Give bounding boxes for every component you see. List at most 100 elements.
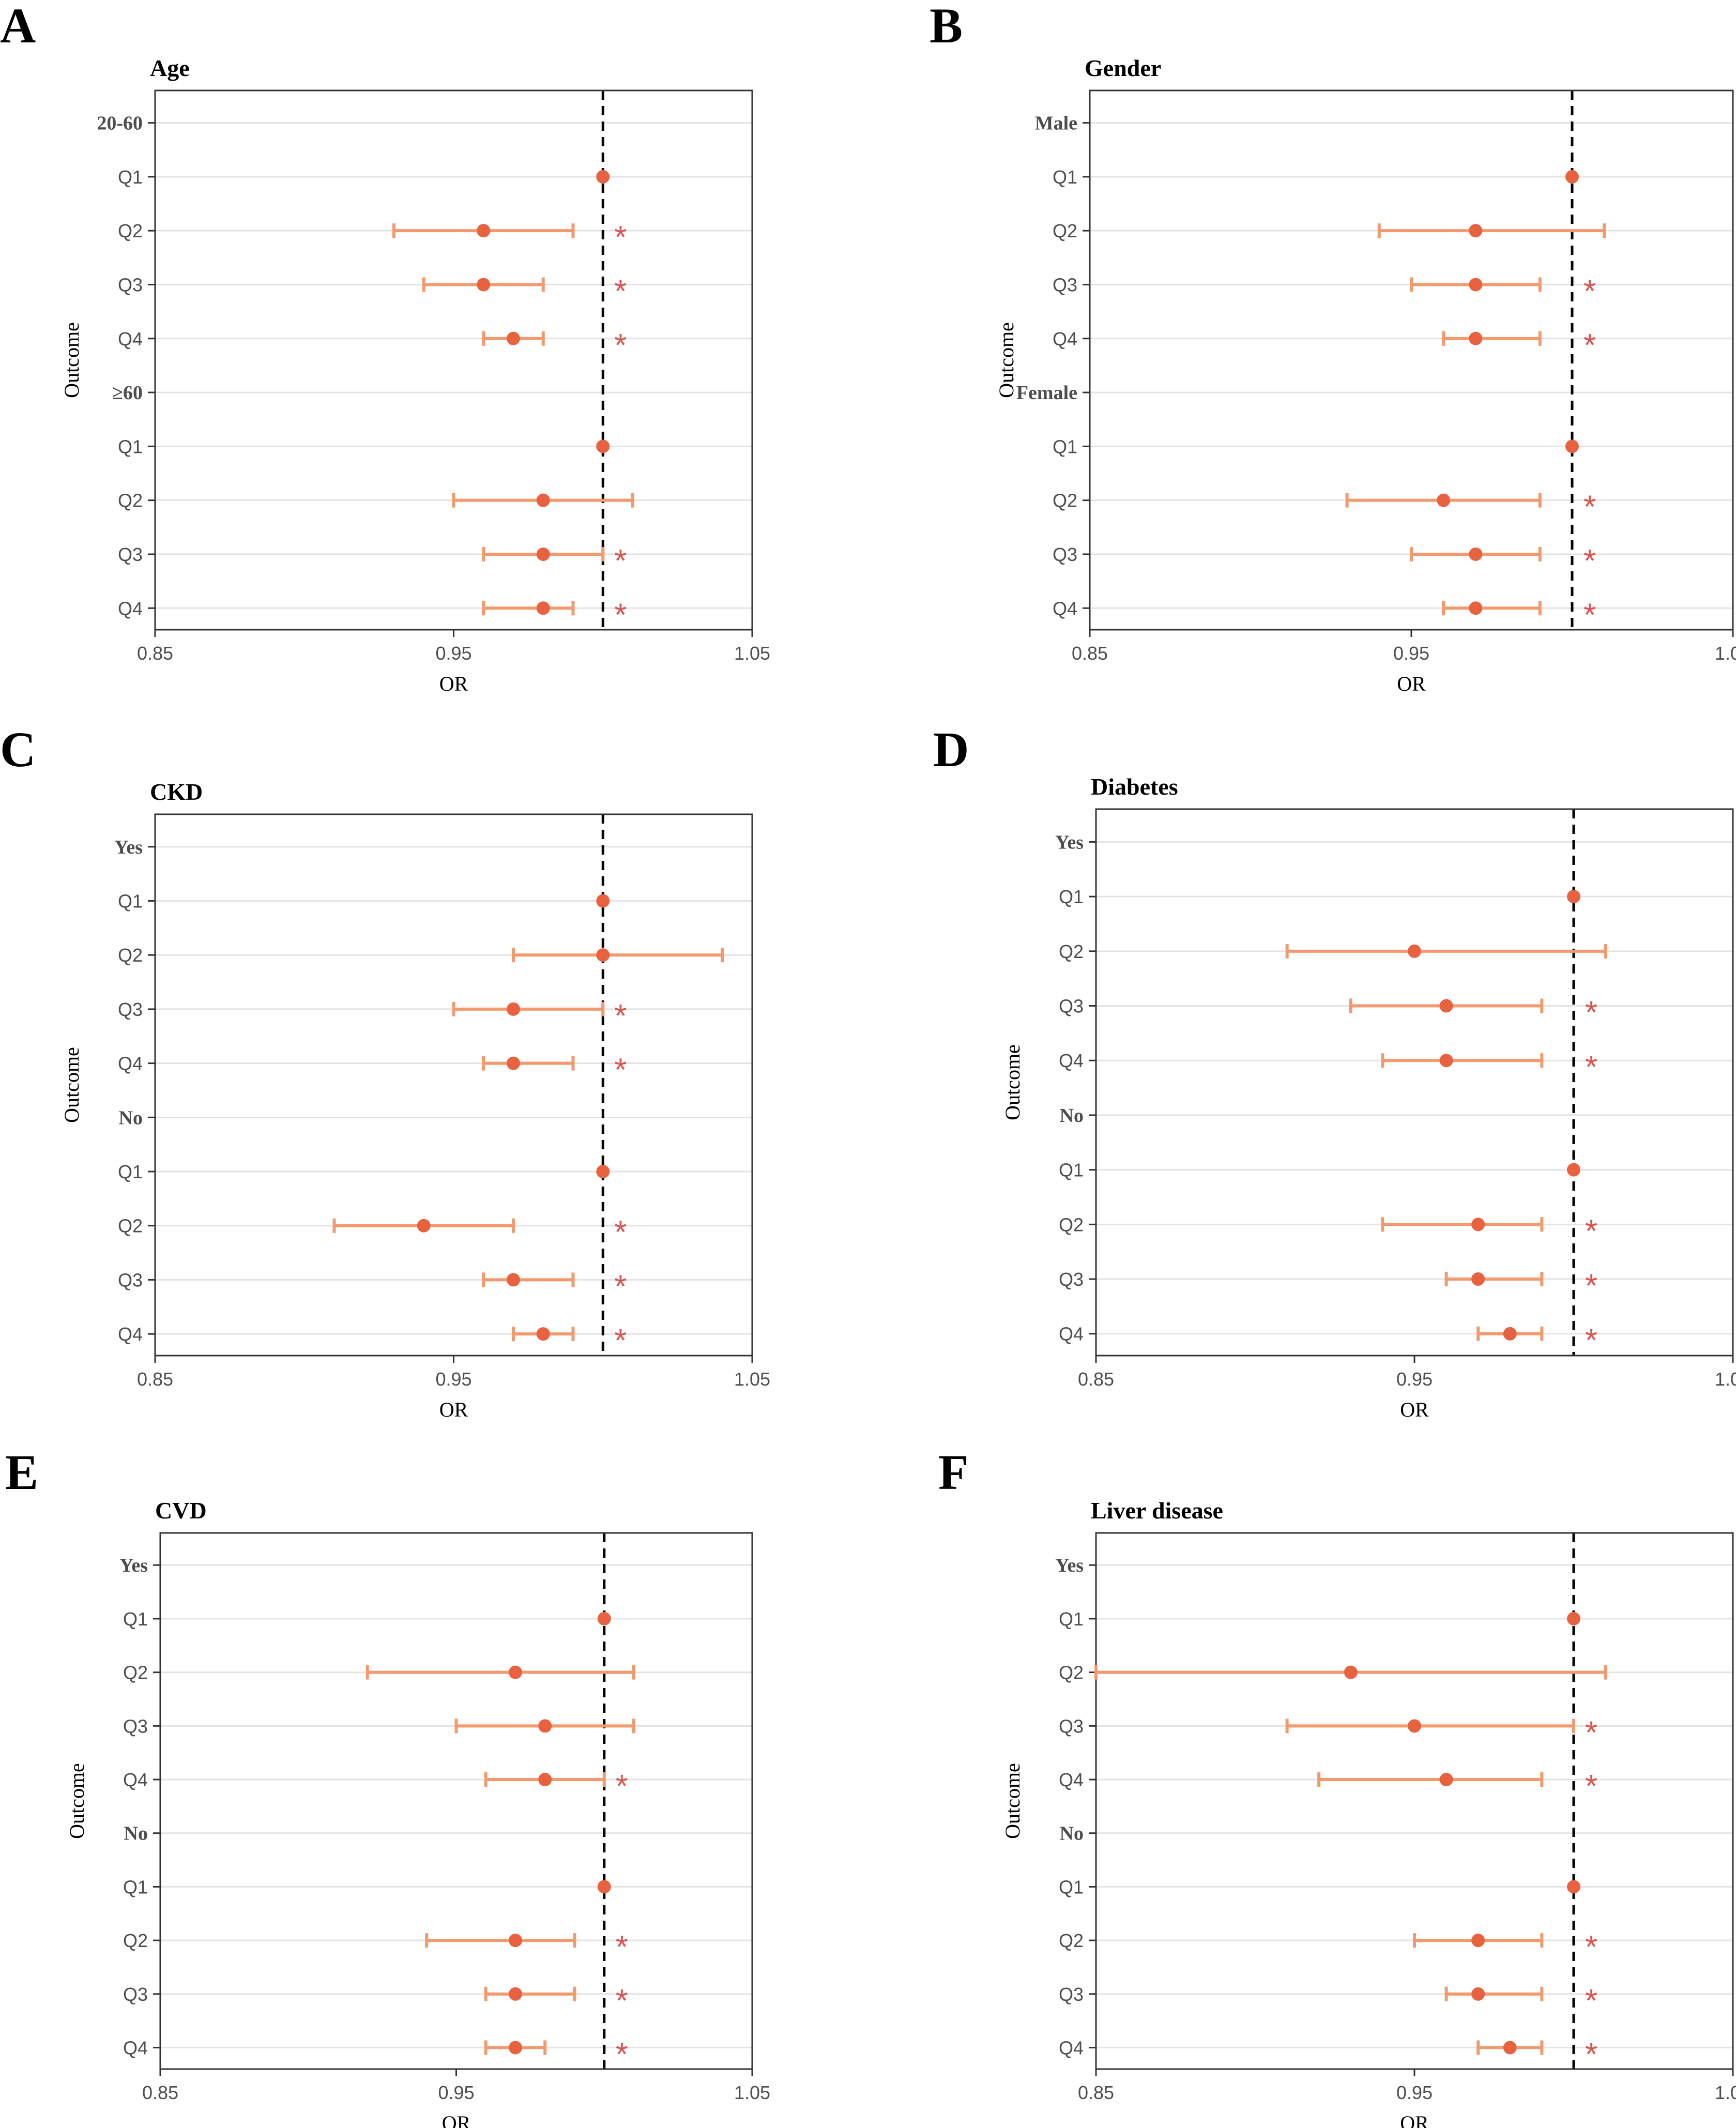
row-label-c-9: Q4 — [118, 1324, 143, 1345]
significance-star-a-2: * — [614, 220, 627, 255]
or-point-d-3 — [1439, 999, 1453, 1013]
significance-star-b-9: * — [1583, 597, 1596, 633]
y-axis-title-c: Outcome — [60, 1047, 83, 1123]
panel-letter-c: C — [0, 722, 36, 777]
significance-star-f-9: * — [1585, 2037, 1597, 2073]
significance-star-a-4: * — [614, 328, 627, 363]
row-label-f-1: Q1 — [1059, 1608, 1084, 1630]
or-point-b-6 — [1565, 439, 1579, 453]
significance-star-b-7: * — [1583, 490, 1596, 525]
significance-star-e-7: * — [616, 1929, 628, 1965]
significance-star-c-4: * — [614, 1053, 627, 1088]
row-label-b-3: Q3 — [1053, 274, 1077, 295]
row-label-d-3: Q3 — [1059, 996, 1084, 1017]
significance-star-c-9: * — [614, 1323, 627, 1359]
x-tick-label-a-2: 1.05 — [734, 643, 770, 664]
or-point-f-3 — [1408, 1719, 1421, 1733]
or-point-a-2 — [477, 224, 491, 238]
y-axis-title-b: Outcome — [995, 322, 1018, 398]
x-tick-label-c-0: 0.85 — [137, 1369, 173, 1390]
row-label-f-8: Q3 — [1059, 1984, 1084, 2005]
or-point-b-1 — [1565, 170, 1579, 184]
or-point-e-6 — [597, 1880, 611, 1894]
row-label-e-9: Q4 — [123, 2038, 148, 2059]
significance-star-c-7: * — [614, 1215, 627, 1251]
row-label-b-1: Q1 — [1053, 166, 1077, 188]
x-tick-label-b-0: 0.85 — [1072, 643, 1108, 664]
or-point-a-9 — [536, 601, 550, 615]
row-label-e-2: Q2 — [123, 1662, 148, 1683]
panel-title-a: Age — [150, 55, 190, 81]
row-label-c-8: Q3 — [118, 1269, 143, 1290]
x-tick-label-d-0: 0.85 — [1078, 1369, 1114, 1390]
row-label-f-3: Q3 — [1059, 1715, 1084, 1737]
or-point-e-7 — [509, 1934, 522, 1948]
group-label-a-0: 20-60 — [97, 113, 143, 134]
x-tick-label-f-1: 0.95 — [1396, 2082, 1433, 2103]
x-tick-label-d-1: 0.95 — [1396, 1369, 1433, 1390]
row-label-e-6: Q1 — [123, 1876, 148, 1897]
or-point-c-4 — [507, 1056, 520, 1070]
row-label-c-1: Q1 — [118, 891, 143, 912]
or-point-c-1 — [596, 894, 610, 908]
plot-frame-d — [1095, 808, 1734, 1357]
panel-letter-d: D — [933, 722, 969, 777]
row-label-a-9: Q4 — [118, 598, 143, 619]
x-tick-label-b-2: 1.05 — [1715, 643, 1736, 664]
panel-title-d: Diabetes — [1091, 773, 1178, 800]
plot-frame-f — [1095, 1532, 1734, 2070]
or-point-d-7 — [1471, 1218, 1485, 1232]
or-point-a-7 — [536, 493, 550, 507]
or-point-d-4 — [1439, 1054, 1453, 1068]
row-label-d-4: Q4 — [1059, 1050, 1084, 1071]
significance-star-f-7: * — [1585, 1929, 1597, 1965]
significance-star-d-7: * — [1585, 1213, 1597, 1249]
significance-star-f-8: * — [1585, 1983, 1597, 2019]
row-label-a-7: Q2 — [118, 490, 143, 511]
row-label-f-4: Q4 — [1059, 1769, 1084, 1790]
panel-letter-b: B — [930, 0, 963, 53]
x-tick-label-b-1: 0.95 — [1393, 643, 1429, 664]
or-point-c-3 — [507, 1002, 520, 1016]
or-point-a-1 — [596, 170, 610, 184]
row-label-c-7: Q2 — [118, 1215, 143, 1237]
or-point-c-8 — [507, 1273, 520, 1287]
group-label-b-0: Male — [1035, 113, 1077, 134]
panel-b: B Gender Male Q1 Q2 Q3 * Q4 * Female Q1 Q2 * Q3 * Q4 * 0.… — [930, 0, 1736, 695]
y-axis-title-a: Outcome — [60, 322, 83, 398]
row-label-c-3: Q3 — [118, 999, 143, 1020]
or-point-c-7 — [417, 1219, 431, 1233]
significance-star-e-4: * — [616, 1769, 628, 1804]
significance-star-f-3: * — [1585, 1715, 1597, 1751]
y-axis-title-d: Outcome — [1001, 1044, 1024, 1120]
panel-d: D Diabetes Yes Q1 Q2 Q3 * Q4 * No Q1 Q2 * Q3 * Q4 * 0.85 0… — [933, 722, 1736, 1421]
group-label-d-5: No — [1060, 1105, 1084, 1127]
panel-e: E CVD Yes Q1 Q2 Q3 Q4 * No Q1 Q2 * Q3 * Q4 * 0.85 0.95 1.0… — [5, 1445, 770, 2128]
row-label-a-4: Q4 — [118, 328, 143, 349]
panel-c: C CKD Yes Q1 Q2 Q3 * Q4 * No Q1 Q2 * Q3 * Q4 * 0.85 0.95 1.… — [0, 722, 770, 1421]
panel-letter-e: E — [5, 1445, 38, 1500]
significance-star-c-3: * — [614, 998, 627, 1034]
group-label-b-5: Female — [1016, 382, 1077, 404]
panel-title-e: CVD — [155, 1497, 207, 1524]
or-point-b-4 — [1469, 331, 1483, 345]
row-label-b-4: Q4 — [1053, 328, 1077, 349]
plot-frame-a — [154, 89, 753, 631]
or-point-a-6 — [596, 439, 610, 453]
x-tick-label-c-1: 0.95 — [435, 1369, 471, 1390]
x-tick-label-f-2: 1.05 — [1715, 2082, 1736, 2103]
row-label-d-2: Q2 — [1059, 941, 1084, 962]
or-point-d-9 — [1503, 1327, 1517, 1341]
significance-star-f-4: * — [1585, 1769, 1597, 1804]
row-label-e-4: Q4 — [123, 1769, 148, 1790]
group-label-f-5: No — [1060, 1823, 1084, 1845]
x-axis-title-f: OR — [1400, 2111, 1429, 2128]
panel-title-c: CKD — [150, 779, 203, 805]
row-label-f-7: Q2 — [1059, 1930, 1084, 1951]
row-label-e-8: Q3 — [123, 1984, 148, 2005]
group-label-e-0: Yes — [119, 1555, 148, 1576]
x-tick-label-e-2: 1.05 — [734, 2082, 770, 2103]
plot-frame-e — [159, 1532, 753, 2070]
row-label-b-9: Q4 — [1053, 598, 1077, 619]
